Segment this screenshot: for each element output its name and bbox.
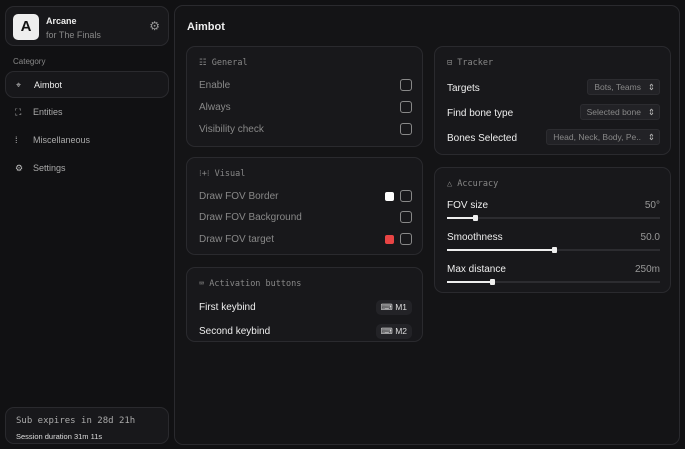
chevron-updown-icon: ⇕ bbox=[647, 132, 655, 142]
slider-value: 250m bbox=[634, 264, 660, 275]
visual-card: ⁝+⁝ Visual Draw FOV Border Draw FOV Back… bbox=[186, 157, 423, 255]
sidebar-item-label: Aimbot bbox=[34, 80, 63, 90]
general-card: ☷ General Enable Always Visibility check bbox=[186, 46, 423, 147]
slider-thumb[interactable] bbox=[551, 247, 557, 253]
toggle-row[interactable]: Draw FOV target bbox=[199, 232, 412, 250]
sidebar: A Arcane for The Finals ⚙ Category ⌖ Aimb… bbox=[0, 0, 172, 449]
row-label: Visibility check bbox=[199, 124, 264, 135]
scan-user-icon: ⛶ bbox=[15, 107, 22, 117]
sidebar-item-settings[interactable]: ⚙ Settings bbox=[5, 155, 169, 182]
keybind-button[interactable]: ⌨ M2 bbox=[375, 324, 412, 339]
sidebar-item-aimbot[interactable]: ⌖ Aimbot bbox=[5, 71, 169, 98]
app-subtitle: for The Finals bbox=[46, 30, 101, 40]
slider-thumb[interactable] bbox=[472, 215, 478, 221]
toggle-row[interactable]: Draw FOV Border bbox=[199, 189, 412, 207]
visibility-checkbox[interactable] bbox=[400, 123, 412, 135]
tracker-card: ⊟ Tracker Targets Bots, Teams ⇕ Find bone … bbox=[434, 46, 671, 155]
slider-track[interactable] bbox=[447, 215, 660, 221]
accuracy-card: △ Accuracy FOV size 50° Smoothness 50.0 Ma… bbox=[434, 167, 671, 293]
row-label: Enable bbox=[199, 80, 231, 91]
session-duration: Session duration 31m 11s bbox=[16, 432, 103, 441]
targets-select[interactable]: Bots, Teams ⇕ bbox=[587, 79, 660, 95]
slider-value: 50° bbox=[644, 200, 660, 211]
row-label: Targets bbox=[447, 83, 480, 94]
slider-value: 50.0 bbox=[640, 232, 660, 243]
sidebar-item-miscellaneous[interactable]: ⁞ Miscellaneous bbox=[5, 127, 169, 154]
color-swatch[interactable] bbox=[385, 235, 394, 244]
row-label: Draw FOV target bbox=[199, 234, 275, 245]
smoothness-slider[interactable]: Smoothness 50.0 bbox=[447, 232, 660, 260]
chevron-updown-icon: ⇕ bbox=[647, 107, 655, 117]
select-row: Targets Bots, Teams ⇕ bbox=[447, 79, 660, 99]
brand-card: A Arcane for The Finals ⚙ bbox=[5, 6, 169, 46]
subscription-card: Sub expires in 28d 21h Session duration … bbox=[5, 407, 169, 444]
keybind-row: Second keybind ⌨ M2 bbox=[199, 324, 412, 342]
bones-select[interactable]: Head, Neck, Body, Pe.. ⇕ bbox=[546, 129, 660, 145]
toggle-row[interactable]: Always bbox=[199, 100, 412, 118]
slider-fill bbox=[447, 249, 554, 251]
card-title: ⊟ Tracker bbox=[447, 58, 494, 68]
list-icon: ☷ bbox=[199, 58, 212, 68]
eye-icon: ⁝+⁝ bbox=[199, 169, 215, 179]
card-title: △ Accuracy bbox=[447, 179, 499, 189]
slider-label: Max distance bbox=[447, 264, 506, 275]
fov-slider[interactable]: FOV size 50° bbox=[447, 200, 660, 228]
sub-expires: Sub expires in 28d 21h bbox=[16, 416, 136, 426]
max-distance-slider[interactable]: Max distance 250m bbox=[447, 264, 660, 292]
main-panel: Aimbot ☷ General Enable Always Visibilit… bbox=[174, 5, 680, 445]
keybind-row: First keybind ⌨ M1 bbox=[199, 300, 412, 318]
card-title: ⌨ Activation buttons bbox=[199, 279, 302, 289]
row-label: Always bbox=[199, 102, 231, 113]
toggle-row[interactable]: Visibility check bbox=[199, 122, 412, 140]
keybind-button[interactable]: ⌨ M1 bbox=[375, 300, 412, 315]
slider-label: FOV size bbox=[447, 200, 489, 211]
always-checkbox[interactable] bbox=[400, 101, 412, 113]
row-label: Draw FOV Border bbox=[199, 191, 279, 202]
gear-icon[interactable]: ⚙ bbox=[149, 19, 160, 33]
app-logo: A bbox=[13, 14, 39, 40]
card-title: ⁝+⁝ Visual bbox=[199, 169, 246, 179]
row-label: Draw FOV Background bbox=[199, 212, 302, 223]
card-title: ☷ General bbox=[199, 58, 248, 68]
sidebar-item-label: Entities bbox=[33, 107, 63, 117]
row-label: Bones Selected bbox=[447, 133, 518, 144]
checkbox[interactable] bbox=[400, 233, 412, 245]
select-row: Bones Selected Head, Neck, Body, Pe.. ⇕ bbox=[447, 129, 660, 149]
slider-thumb[interactable] bbox=[489, 279, 495, 285]
toggle-row[interactable]: Enable bbox=[199, 78, 412, 96]
sidebar-item-entities[interactable]: ⛶ Entities bbox=[5, 99, 169, 126]
gear-icon: ⚙ bbox=[15, 163, 24, 173]
row-label: Find bone type bbox=[447, 108, 514, 119]
select-row: Find bone type Selected bone ⇕ bbox=[447, 104, 660, 124]
row-label: Second keybind bbox=[199, 326, 271, 337]
slider-fill bbox=[447, 281, 492, 283]
category-label: Category bbox=[13, 57, 46, 66]
triangle-icon: △ bbox=[447, 179, 458, 189]
slider-track[interactable] bbox=[447, 247, 660, 253]
crosshair-icon: ⌖ bbox=[16, 80, 22, 90]
page-title: Aimbot bbox=[187, 21, 225, 33]
toggle-row[interactable]: Draw FOV Background bbox=[199, 210, 412, 228]
chevron-updown-icon: ⇕ bbox=[647, 82, 655, 92]
row-label: First keybind bbox=[199, 302, 256, 313]
checkbox[interactable] bbox=[400, 190, 412, 202]
checkbox[interactable] bbox=[400, 211, 412, 223]
slider-label: Smoothness bbox=[447, 232, 503, 243]
tracker-icon: ⊟ bbox=[447, 58, 458, 68]
enable-checkbox[interactable] bbox=[400, 79, 412, 91]
slider-track[interactable] bbox=[447, 279, 660, 285]
sidebar-item-label: Miscellaneous bbox=[33, 135, 91, 145]
slider-fill bbox=[447, 217, 475, 219]
grid-icon: ⁞ bbox=[15, 135, 18, 145]
activation-card: ⌨ Activation buttons First keybind ⌨ M1 S… bbox=[186, 267, 423, 342]
sidebar-item-label: Settings bbox=[33, 163, 66, 173]
app-name: Arcane bbox=[46, 16, 77, 26]
color-swatch[interactable] bbox=[385, 192, 394, 201]
keyboard-icon: ⌨ bbox=[199, 279, 210, 289]
bone-type-select[interactable]: Selected bone ⇕ bbox=[579, 104, 660, 120]
